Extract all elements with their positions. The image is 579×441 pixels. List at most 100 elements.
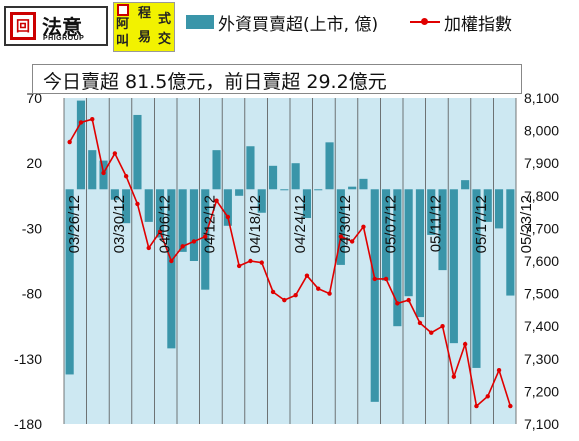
bar xyxy=(370,189,379,402)
bar xyxy=(381,189,391,281)
bar xyxy=(201,189,210,290)
phigroup-logo: 回 法意 PHIGROUP xyxy=(4,6,108,46)
index-point xyxy=(101,170,106,176)
index-point xyxy=(462,341,468,347)
index-point xyxy=(67,139,72,145)
bar xyxy=(65,189,74,375)
bar xyxy=(404,189,413,297)
bar xyxy=(88,150,97,190)
y-right-tick-label: 8,000 xyxy=(524,123,559,139)
index-point xyxy=(225,214,231,220)
y-right-tick-label: 7,500 xyxy=(524,286,559,302)
bar xyxy=(235,189,244,196)
index-point xyxy=(440,324,445,329)
bar xyxy=(472,189,481,368)
index-point xyxy=(406,297,411,303)
bar xyxy=(449,189,458,344)
legend-bar-label: 外資買賣超(上市, 億) xyxy=(218,15,379,35)
logo2-char: 阿 xyxy=(116,17,130,32)
logo1-name: 法意 xyxy=(42,15,82,39)
bar xyxy=(506,189,515,296)
bar xyxy=(246,146,255,190)
x-tick-label: 05/17/12 xyxy=(473,195,490,253)
bar xyxy=(257,189,266,213)
bar xyxy=(359,178,368,190)
index-point xyxy=(270,289,276,295)
y-right-tick-label: 7,100 xyxy=(524,416,559,432)
legend-line-marker xyxy=(421,18,428,25)
index-point xyxy=(180,244,185,249)
index-point xyxy=(338,234,344,239)
x-tick-label: 04/30/12 xyxy=(337,195,354,253)
index-point xyxy=(248,258,253,264)
plot-area: 70 20 -30 -80 -130 -180 8,100 8,000 7,900 7,800 7,… xyxy=(14,90,559,432)
index-point xyxy=(361,224,366,229)
index-point xyxy=(496,368,502,373)
bar xyxy=(223,189,232,226)
bar xyxy=(461,180,470,190)
logo1-sub: PHIGROUP xyxy=(43,35,85,42)
y-right-tick-label: 7,600 xyxy=(524,253,559,269)
logo2-char: 程 xyxy=(138,6,152,21)
program-trading-logo: 阿 程 式 叫 易 交 xyxy=(113,2,175,52)
index-point xyxy=(236,263,242,269)
bar xyxy=(291,163,300,190)
index-point xyxy=(474,403,479,409)
y-left-tick-label: -130 xyxy=(14,351,42,367)
bar xyxy=(155,189,165,238)
index-point xyxy=(191,239,197,244)
bar xyxy=(483,189,492,222)
index-point xyxy=(304,273,310,278)
phigroup-mark-icon: 回 xyxy=(10,12,36,40)
index-point xyxy=(135,201,140,207)
y-right-tick-label: 7,400 xyxy=(524,318,559,334)
index-point xyxy=(451,374,457,379)
index-point xyxy=(146,245,151,251)
index-point xyxy=(383,276,389,282)
logo2-char: 易 xyxy=(138,30,152,45)
bar xyxy=(494,189,504,229)
bar xyxy=(427,189,436,235)
x-tick-label: 04/24/12 xyxy=(292,195,309,253)
index-point xyxy=(259,260,264,265)
y-left-tick-label: -80 xyxy=(22,286,42,302)
index-point xyxy=(112,151,118,156)
x-tick-label: 03/30/12 xyxy=(111,195,128,253)
x-tick-label: 04/06/12 xyxy=(156,195,173,253)
y-right-tick-label: 8,100 xyxy=(524,90,559,106)
bar xyxy=(76,100,86,190)
y-left-tick-label: 20 xyxy=(26,155,42,171)
x-tick-label: 04/18/12 xyxy=(247,195,264,253)
index-point xyxy=(203,234,208,239)
logo2-char: 交 xyxy=(158,32,172,47)
bar xyxy=(167,189,176,349)
index-point xyxy=(282,297,287,303)
bar xyxy=(280,189,289,191)
bar xyxy=(314,189,323,191)
index-point xyxy=(90,116,95,122)
index-point xyxy=(78,120,84,125)
x-tick-label: 04/12/12 xyxy=(202,195,219,253)
index-point xyxy=(157,229,163,234)
index-point xyxy=(372,276,377,282)
y-left-tick-label: -30 xyxy=(22,220,42,236)
bar xyxy=(336,189,345,265)
index-point xyxy=(485,394,490,399)
index-point xyxy=(316,286,321,291)
bar xyxy=(348,186,357,190)
bar xyxy=(144,189,153,222)
index-line xyxy=(68,118,512,408)
annotation-box: 今日賣超 81.5億元，前日賣超 29.2億元 xyxy=(32,64,522,94)
bar xyxy=(189,189,199,261)
logo2-mark-icon xyxy=(117,4,129,16)
index-point xyxy=(429,330,434,335)
x-tick-label: 05/07/12 xyxy=(382,195,399,253)
bar xyxy=(133,114,142,190)
x-tick-label: 05/11/12 xyxy=(428,195,445,252)
bar xyxy=(438,189,447,271)
y-right-tick-label: 7,300 xyxy=(524,351,559,367)
bar xyxy=(415,189,425,318)
index-point xyxy=(293,293,298,298)
y-left-tick-label: 70 xyxy=(26,90,42,106)
